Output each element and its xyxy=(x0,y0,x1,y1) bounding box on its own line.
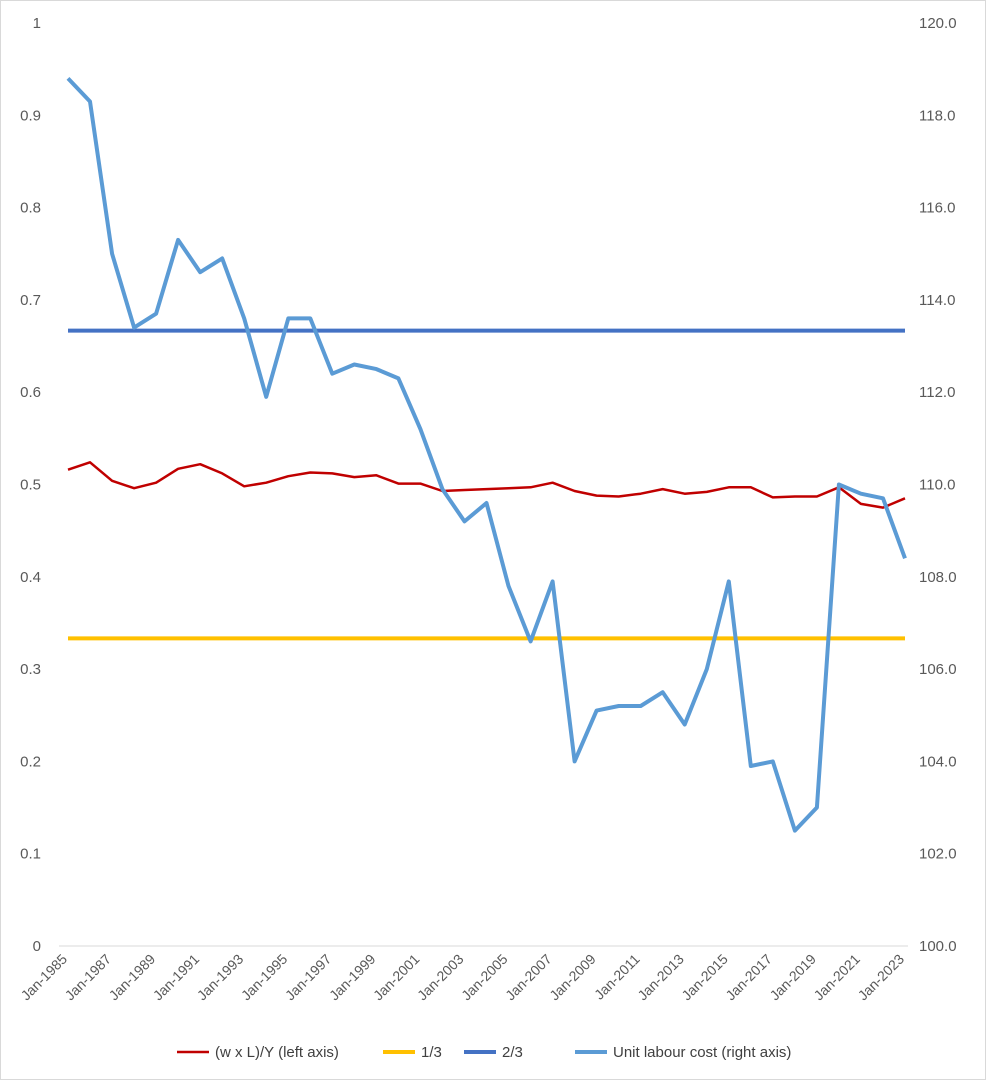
x-tick-label: Jan-1995 xyxy=(238,951,291,1004)
right-tick-label: 108.0 xyxy=(919,569,957,586)
x-tick-label: Jan-2015 xyxy=(678,951,731,1004)
right-tick-label: 112.0 xyxy=(919,384,955,401)
legend-label-2: 2/3 xyxy=(502,1044,523,1061)
x-tick-label: Jan-1989 xyxy=(106,951,159,1004)
legend-label-1: 1/3 xyxy=(421,1044,442,1061)
right-tick-label: 106.0 xyxy=(919,661,957,678)
right-tick-label: 118.0 xyxy=(919,107,955,124)
left-tick-label: 0.7 xyxy=(20,292,41,309)
legend-label-0: (w x L)/Y (left axis) xyxy=(215,1044,339,1061)
left-tick-label: 0.9 xyxy=(20,107,41,124)
left-tick-label: 0.6 xyxy=(20,384,41,401)
right-tick-label: 100.0 xyxy=(919,938,957,955)
x-tick-label: Jan-2019 xyxy=(766,951,819,1004)
x-tick-label: Jan-2021 xyxy=(810,951,863,1004)
x-tick-label: Jan-1991 xyxy=(150,951,203,1004)
x-axis: Jan-1985Jan-1987Jan-1989Jan-1991Jan-1993… xyxy=(18,951,908,1004)
left-tick-label: 0.2 xyxy=(20,753,41,770)
x-tick-label: Jan-2009 xyxy=(546,951,599,1004)
x-tick-label: Jan-1999 xyxy=(326,951,379,1004)
right-tick-label: 102.0 xyxy=(919,846,957,863)
x-tick-label: Jan-1987 xyxy=(62,951,115,1004)
left-tick-label: 0 xyxy=(33,938,41,955)
right-axis: 100.0 102.0 104.0 106.0 108.0 110.0 112.0 114.0… xyxy=(919,15,957,955)
left-tick-label: 0.3 xyxy=(20,661,41,678)
series-line-0 xyxy=(67,461,906,509)
left-tick-label: 0.4 xyxy=(20,569,41,586)
right-tick-label: 114.0 xyxy=(919,292,955,309)
right-tick-label: 120.0 xyxy=(919,15,957,32)
x-tick-label: Jan-2001 xyxy=(370,951,423,1004)
x-tick-label: Jan-2007 xyxy=(502,951,555,1004)
right-tick-label: 116.0 xyxy=(919,200,955,217)
left-tick-label: 0.8 xyxy=(20,200,41,217)
left-tick-label: 0.5 xyxy=(20,477,41,494)
left-tick-label: 1 xyxy=(33,15,41,32)
series-layer xyxy=(66,77,907,833)
x-tick-label: Jan-1985 xyxy=(18,951,71,1004)
legend-label-3: Unit labour cost (right axis) xyxy=(613,1044,791,1061)
x-tick-label: Jan-2003 xyxy=(414,951,467,1004)
x-tick-label: Jan-2023 xyxy=(855,951,908,1004)
x-tick-label: Jan-1993 xyxy=(194,951,247,1004)
legend: (w x L)/Y (left axis) 1/3 2/3 Unit labour c… xyxy=(177,1044,791,1061)
x-tick-label: Jan-2011 xyxy=(591,951,643,1003)
left-axis: 0 0.1 0.2 0.3 0.4 0.5 0.6 0.7 0.8 0.9 1 xyxy=(20,15,41,955)
x-tick-label: Jan-2017 xyxy=(722,951,775,1004)
left-tick-label: 0.1 xyxy=(20,846,41,863)
x-tick-label: Jan-2013 xyxy=(634,951,687,1004)
right-tick-label: 104.0 xyxy=(919,753,957,770)
series-line-3 xyxy=(66,77,907,833)
right-tick-label: 110.0 xyxy=(919,477,955,494)
x-tick-label: Jan-1997 xyxy=(282,951,335,1004)
x-tick-label: Jan-2005 xyxy=(458,951,511,1004)
